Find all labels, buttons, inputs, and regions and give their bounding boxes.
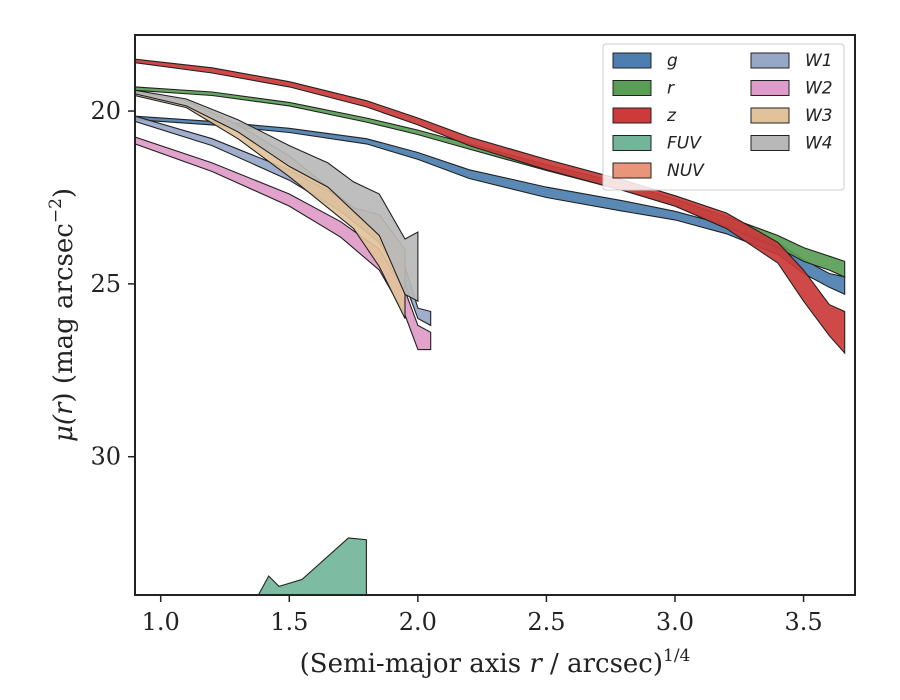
legend-label-w2: W2 [805, 79, 833, 99]
x-tick-label: 2.0 [399, 608, 437, 636]
x-tick-label: 3.5 [784, 608, 822, 636]
series-band-w2 [135, 136, 432, 351]
legend-swatch-g [612, 52, 652, 69]
axis-ticks: 1.0 1.5 2.0 2.5 3.0 3.5 20 25 30 [90, 97, 822, 636]
plot-frame [134, 34, 856, 596]
series-band-r [135, 86, 846, 278]
legend-label-g: g [667, 51, 678, 71]
legend-swatch-w2 [750, 80, 790, 96]
x-tick-label: 3.0 [656, 608, 694, 636]
legend-swatch-r [612, 80, 652, 96]
series-band-w4 [135, 89, 419, 303]
legend-label-r: r [667, 79, 675, 99]
legend-swatch-w4 [750, 135, 790, 151]
legend-label-nuv: NUV [667, 161, 705, 181]
series-band-g [135, 115, 846, 296]
legend: grz FUV NUV W1 W2 W3 W4 [602, 43, 845, 191]
legend-label-z: z [666, 106, 677, 126]
series-band-z [135, 58, 846, 355]
y-tick-label: 30 [90, 443, 121, 471]
legend-swatch-z [612, 107, 652, 124]
series-areas [135, 58, 846, 595]
y-tick-label: 20 [90, 97, 121, 125]
legend-swatch-nuv [612, 162, 652, 179]
y-tick-label: 25 [90, 270, 121, 298]
legend-swatch-w3 [750, 107, 790, 124]
series-band-fuv [257, 537, 367, 595]
legend-label-w4: W4 [805, 134, 833, 154]
legend-label-w3: W3 [805, 106, 833, 126]
legend-label-w1: W1 [805, 51, 833, 71]
legend-swatch-w1 [750, 52, 790, 69]
x-tick-label: 2.5 [527, 608, 565, 636]
x-axis-label: (Semi-major axis r / arcsec)1/4 [300, 646, 691, 679]
legend-swatch-fuv [612, 135, 652, 151]
legend-label-fuv: FUV [667, 134, 702, 154]
x-tick-label: 1.5 [270, 608, 308, 636]
x-tick-label: 1.0 [142, 608, 180, 636]
y-axis-label: μ(r) (mag arcsec−2) [46, 188, 79, 442]
